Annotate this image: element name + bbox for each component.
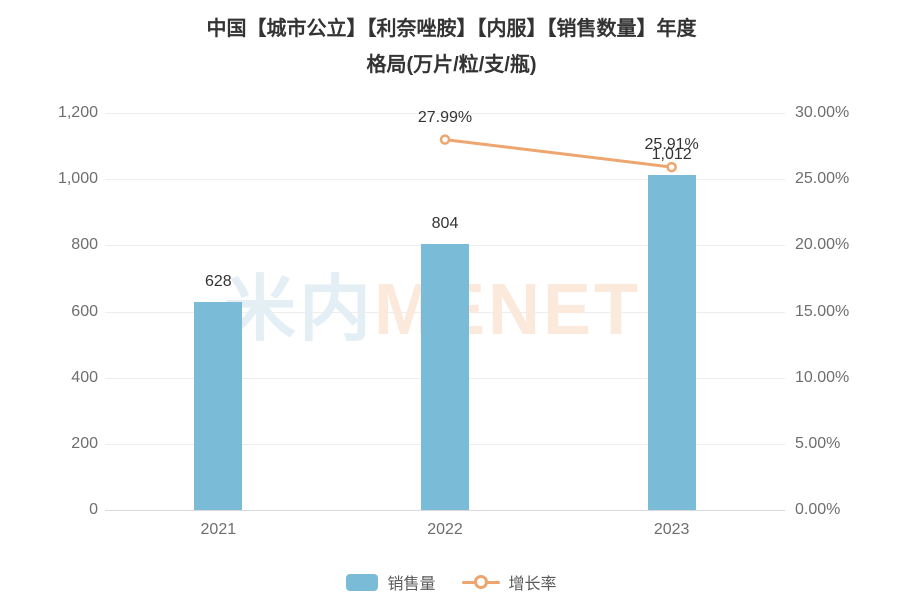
bar-2021 xyxy=(194,302,243,510)
bar-value-label: 804 xyxy=(431,215,459,232)
legend-line-ring xyxy=(473,575,488,589)
plot-area: 628 804 1,012 27.99% 25.91% xyxy=(105,109,785,511)
growth-rate-label: 27.99% xyxy=(417,108,473,126)
x-axis-line xyxy=(105,510,785,511)
chart-title: 中国【城市公立】【利奈唑胺】【内服】【销售数量】年度 格局(万片/粒/支/瓶) xyxy=(0,11,903,83)
x-axis-label-2021: 2021 xyxy=(200,521,237,538)
y-axis-tick-right: 5.00% xyxy=(795,434,841,452)
bar-value-label: 628 xyxy=(204,273,232,291)
gridline xyxy=(105,113,785,114)
y-axis-tick-left: 1,200 xyxy=(57,104,98,121)
y-axis-tick-left: 200 xyxy=(71,434,98,452)
y-axis-tick-right: 10.00% xyxy=(795,368,850,386)
legend-bar-swatch-icon xyxy=(346,573,379,591)
y-axis-tick-left: 0 xyxy=(89,501,98,518)
y-axis-tick-left: 400 xyxy=(71,368,98,386)
x-axis-label-2022: 2022 xyxy=(427,521,463,538)
growth-line-svg xyxy=(439,134,677,173)
y-axis-tick-right: 15.00% xyxy=(795,302,850,320)
y-axis-tick-right: 25.00% xyxy=(795,170,850,188)
chart-title-line2: 格局(万片/粒/支/瓶) xyxy=(366,54,537,76)
line-marker-2022 xyxy=(439,134,451,145)
x-axis-label-2023: 2023 xyxy=(653,521,690,538)
bar-2022 xyxy=(421,244,469,510)
growth-rate-label: 25.91% xyxy=(644,136,699,154)
chart-title-line1: 中国【城市公立】【利奈唑胺】【内服】【销售数量】年度 xyxy=(206,18,697,40)
y-axis-tick-right: 0.00% xyxy=(795,501,841,518)
y-axis-tick-left: 1,000 xyxy=(57,170,98,188)
legend-label: 增长率 xyxy=(508,576,557,593)
y-axis-tick-right: 30.00% xyxy=(795,104,850,121)
y-axis-tick-left: 600 xyxy=(71,302,98,320)
y-axis-left: 0 200 400 600 800 1,000 1,200 xyxy=(0,105,98,518)
gridline xyxy=(105,179,785,181)
y-axis-right: 0.00% 5.00% 10.00% 15.00% 20.00% 25.00% 30.00% xyxy=(795,105,895,518)
bar-value-label: 1,012 xyxy=(651,146,692,164)
legend-label: 销售量 xyxy=(387,576,436,593)
legend: 销售量 增长率 xyxy=(0,570,903,594)
y-axis-tick-left: 800 xyxy=(71,236,98,254)
legend-item-sales[interactable]: 销售量 xyxy=(346,570,436,594)
legend-line-swatch-icon xyxy=(461,574,500,590)
bar-2023 xyxy=(647,175,696,510)
y-axis-tick-right: 20.00% xyxy=(795,236,850,254)
line-marker-2023 xyxy=(666,161,677,173)
legend-item-growth[interactable]: 增长率 xyxy=(461,570,557,594)
growth-line xyxy=(444,138,672,169)
